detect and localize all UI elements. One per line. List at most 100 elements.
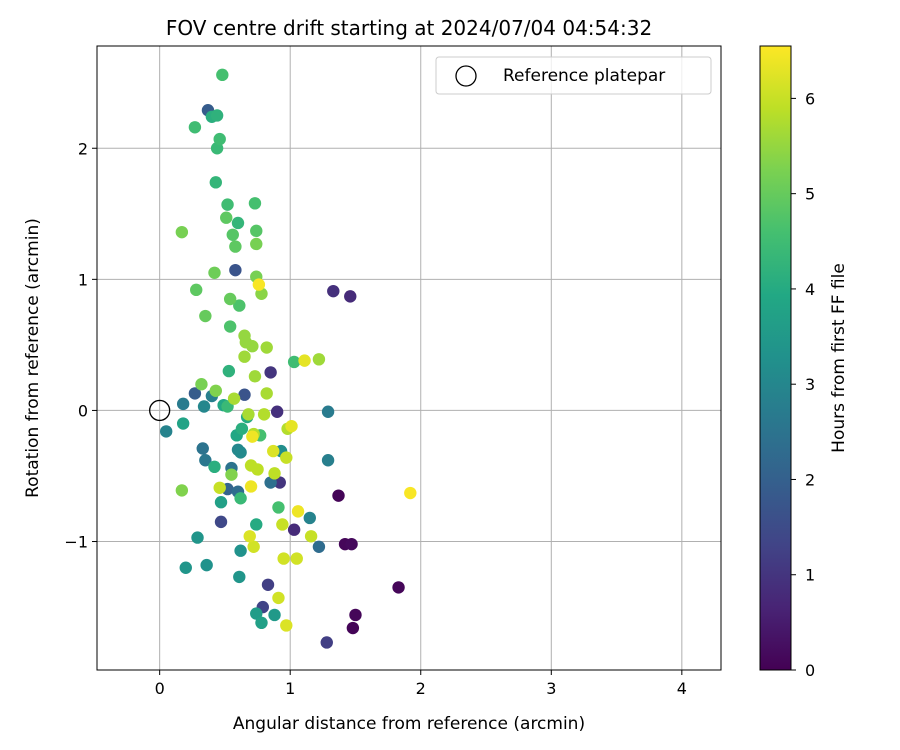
plot-area: 0 1 2 3 4 −1 0 1 2: [64, 45, 722, 698]
data-point: [270, 405, 284, 418]
data-point: [208, 460, 221, 474]
x-axis-ticks: 0 1 2 3 4: [155, 670, 687, 698]
data-point: [298, 354, 311, 367]
data-point: [216, 68, 229, 82]
data-point: [179, 561, 192, 574]
data-point: [209, 176, 222, 189]
data-point: [404, 486, 417, 500]
legend-label: Reference platepar: [503, 66, 665, 86]
data-point: [250, 224, 263, 238]
data-point: [197, 400, 211, 413]
data-point: [312, 540, 326, 553]
data-point: [221, 198, 234, 211]
data-point: [191, 531, 204, 544]
data-point: [349, 608, 362, 622]
data-point: [248, 197, 262, 210]
data-point: [247, 540, 260, 553]
data-point: [244, 459, 258, 472]
legend: Reference platepar: [435, 56, 712, 95]
data-point: [226, 228, 239, 241]
colorbar-tick-label: 0: [805, 661, 815, 680]
y-tick-label: −1: [64, 533, 88, 552]
data-point: [200, 558, 213, 572]
data-point: [175, 484, 189, 497]
x-tick-label: 3: [546, 679, 556, 698]
data-point: [260, 341, 273, 354]
data-point: [321, 405, 335, 418]
data-point: [250, 237, 263, 251]
y-axis-label: Rotation from reference (arcmin): [23, 218, 43, 498]
data-point: [321, 454, 335, 467]
data-point: [285, 419, 298, 433]
data-point: [213, 481, 226, 494]
colorbar-label: Hours from first FF file: [829, 263, 849, 453]
data-point: [272, 501, 285, 514]
x-axis-label: Angular distance from reference (arcmin): [233, 714, 585, 734]
data-point: [255, 616, 268, 630]
data-point: [209, 384, 222, 397]
colorbar-tick-label: 1: [805, 566, 815, 585]
legend-marker-open-circle: [455, 65, 477, 87]
data-point: [250, 518, 263, 531]
y-tick-label: 2: [78, 139, 88, 158]
data-point: [223, 320, 237, 333]
data-point: [210, 109, 224, 122]
reference-marker-group: [149, 399, 171, 422]
colorbar-tick-label: 4: [805, 280, 815, 299]
data-point: [252, 278, 266, 291]
data-point: [159, 425, 173, 438]
data-point: [264, 366, 277, 379]
y-tick-label: 0: [78, 401, 88, 420]
data-point: [213, 132, 226, 146]
data-point: [272, 591, 285, 605]
data-point: [234, 492, 247, 505]
data-point: [287, 523, 301, 536]
data-point: [195, 378, 208, 391]
data-point: [332, 489, 345, 502]
data-point: [273, 476, 286, 489]
y-axis-ticks: −1 0 1 2: [64, 139, 97, 552]
data-point: [196, 442, 209, 455]
data-point: [392, 581, 405, 594]
data-point: [229, 240, 242, 253]
data-point: [234, 446, 247, 459]
data-point: [233, 299, 246, 312]
data-point: [246, 340, 259, 353]
data-point: [176, 397, 190, 411]
data-point: [199, 454, 212, 467]
data-point: [225, 468, 238, 481]
data-point: [229, 263, 242, 277]
chart-title: FOV centre drift starting at 2024/07/04 …: [166, 16, 652, 40]
reference-marker: [149, 399, 171, 422]
data-point: [250, 607, 263, 620]
data-point: [287, 355, 301, 369]
data-point: [223, 292, 237, 306]
data-point: [188, 121, 202, 134]
data-point: [222, 364, 236, 378]
data-point: [312, 353, 326, 366]
data-point: [304, 530, 318, 543]
data-point: [214, 496, 228, 509]
x-tick-label: 2: [416, 679, 426, 698]
data-point: [291, 505, 305, 518]
colorbar-tick-label: 6: [805, 89, 815, 108]
data-point: [290, 552, 303, 565]
data-point: [238, 350, 251, 363]
data-point: [199, 309, 212, 323]
data-point: [176, 417, 190, 430]
data-point: [320, 636, 333, 649]
data-point: [280, 619, 293, 632]
data-point: [261, 578, 275, 591]
data-point: [238, 388, 251, 401]
data-point: [345, 537, 358, 551]
data-point: [242, 408, 255, 421]
data-point: [175, 225, 189, 239]
colorbar-ticks: 0 1 2 3 4 5 6: [791, 89, 815, 680]
data-point: [344, 290, 357, 303]
plot-frame: [96, 45, 722, 671]
data-point: [257, 408, 271, 421]
data-point: [214, 515, 228, 529]
colorbar-tick-label: 5: [805, 185, 815, 204]
x-tick-label: 0: [155, 679, 165, 698]
